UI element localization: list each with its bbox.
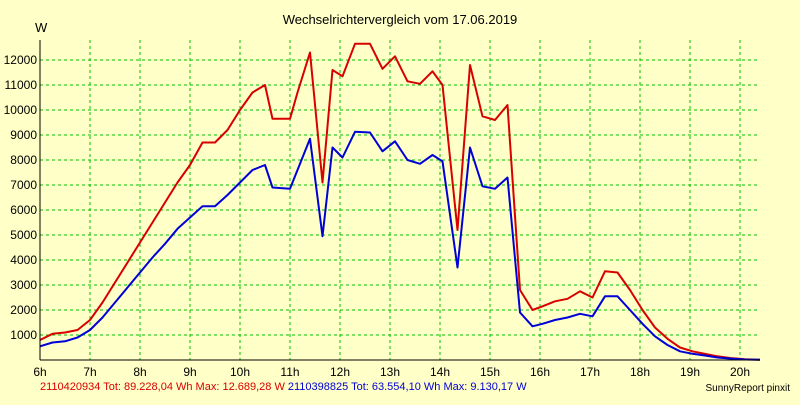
x-tick-label: 15h (480, 365, 500, 379)
y-tick-label: 3000 (10, 278, 37, 292)
plot-area (40, 40, 760, 360)
x-tick-label: 12h (330, 365, 350, 379)
legend-footer: 2110420934 Tot: 89.228,04 Wh Max: 12.689… (40, 381, 527, 393)
x-tick-label: 9h (183, 365, 196, 379)
legend-series-2: 2110398825 Tot: 63.554,10 Wh Max: 9.130,… (287, 381, 527, 393)
x-tick-label: 13h (380, 365, 400, 379)
series-line-2110420934 (39, 42, 761, 361)
y-tick-label: 11000 (5, 78, 38, 92)
x-tick-label: 17h (580, 365, 600, 379)
y-tick-label: 8000 (10, 153, 37, 167)
y-tick-label: 1000 (10, 328, 37, 342)
y-tick-label: 6000 (10, 203, 37, 217)
x-tick-label: 8h (133, 365, 146, 379)
x-tick-label: 19h (680, 365, 700, 379)
legend-series-1: 2110420934 Tot: 89.228,04 Wh Max: 12.689… (40, 381, 285, 393)
chart-title: Wechselrichtervergleich vom 17.06.2019 (283, 12, 518, 27)
series-line-2110398825 (39, 130, 761, 361)
y-tick-label: 9000 (10, 128, 37, 142)
y-tick-label: 7000 (10, 178, 37, 192)
x-tick-label: 18h (630, 365, 650, 379)
x-tick-label: 20h (730, 365, 750, 379)
x-tick-label: 11h (280, 365, 299, 379)
credit-text: SunnyReport pinxit (705, 383, 791, 394)
y-tick-label: 10000 (4, 103, 38, 117)
x-tick-label: 7h (83, 365, 96, 379)
y-tick-label: 5000 (10, 228, 37, 242)
y-tick-label: 4000 (10, 253, 37, 267)
y-axis-label: W (35, 20, 48, 35)
x-tick-label: 16h (530, 365, 550, 379)
x-tick-label: 14h (430, 365, 450, 379)
y-tick-label: 12000 (4, 53, 38, 67)
x-tick-label: 10h (230, 365, 250, 379)
x-tick-label: 6h (33, 365, 46, 379)
y-tick-label: 2000 (10, 303, 37, 317)
